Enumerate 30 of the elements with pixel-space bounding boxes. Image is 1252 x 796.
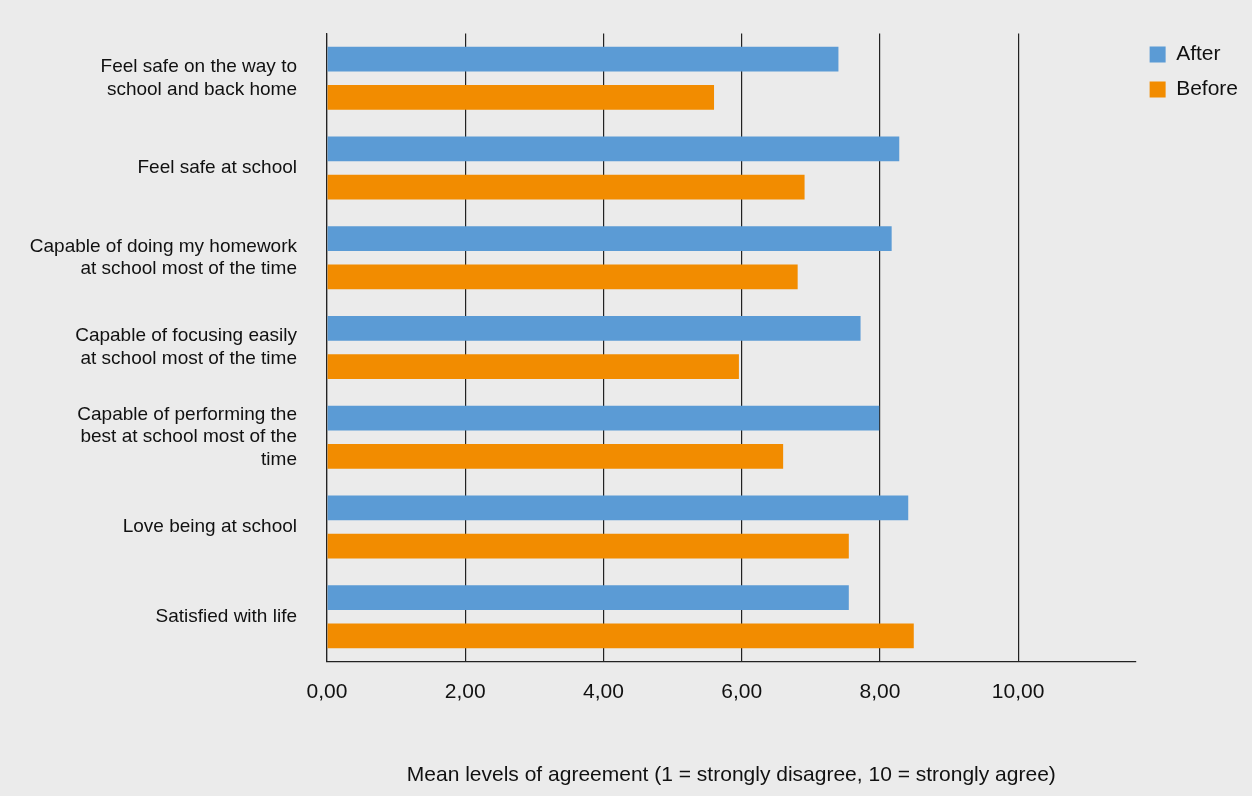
- bar: [327, 84, 715, 110]
- bar: [327, 316, 861, 341]
- y-tick-label: Capable of doing my homework at school most of the time: [29, 234, 298, 279]
- bar: [327, 264, 798, 290]
- bar: [327, 174, 805, 200]
- legend-label: Before: [1176, 76, 1238, 100]
- bar: [327, 405, 880, 431]
- x-tick-label: 2,00: [444, 679, 486, 702]
- bar: [327, 46, 839, 72]
- bar: [327, 443, 784, 469]
- legend-label: After: [1176, 41, 1221, 65]
- x-tick-label: 8,00: [859, 679, 901, 702]
- y-tick-label: Feel safe at school: [137, 156, 297, 178]
- x-axis-title: Mean levels of agreement (1 = strongly disagree, 10 = strongly agree): [406, 762, 1056, 786]
- x-tick-label: 6,00: [721, 679, 763, 702]
- y-tick-label: Love being at school: [122, 515, 297, 537]
- x-tick-label: 4,00: [583, 679, 624, 702]
- y-tick-label: Capable of focusing easily at school most of the time: [75, 324, 298, 369]
- bar: [327, 354, 739, 379]
- bar: [327, 585, 849, 611]
- y-tick-label: Feel safe on the way to school and back home: [100, 55, 297, 99]
- bar: [327, 533, 849, 559]
- bar: [327, 226, 892, 252]
- y-tick-label: Satisfied with life: [155, 604, 297, 626]
- x-tick-label: 0,00: [306, 679, 348, 702]
- y-tick-label: Capable of performing the best at school most of the time: [77, 402, 297, 470]
- bar: [327, 623, 914, 649]
- x-tick-label: 10,00: [991, 679, 1045, 702]
- bar: [327, 495, 909, 521]
- bar: [327, 136, 900, 162]
